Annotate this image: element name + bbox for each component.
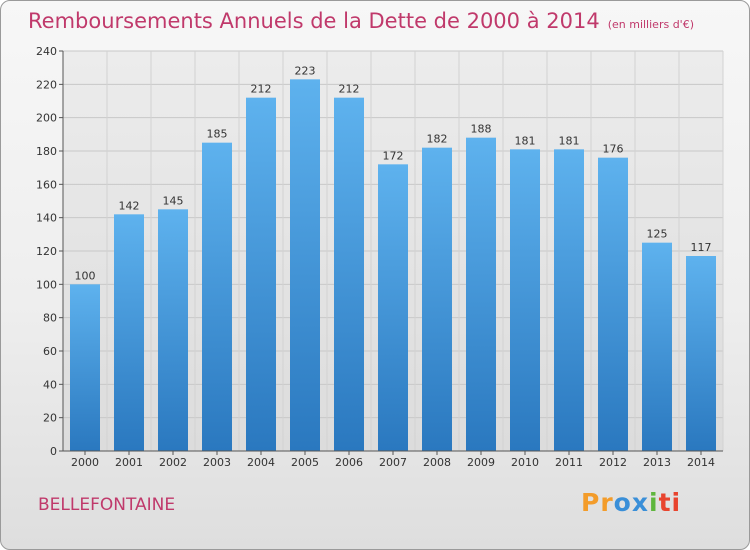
x-tick-label: 2014 [687,456,715,469]
x-tick-label: 2006 [335,456,363,469]
data-label: 223 [295,64,316,77]
y-tick-label: 240 [36,45,57,58]
y-tick-label: 80 [43,312,57,325]
unit-label: (en milliers d'€) [607,18,694,31]
x-tick-label: 2008 [423,456,451,469]
bar[interactable] [466,137,496,451]
data-label: 172 [383,149,404,162]
logo-letter: x [631,488,649,517]
y-tick-label: 40 [43,378,57,391]
logo-letter: t [658,488,672,517]
bar[interactable] [70,284,100,451]
data-label: 145 [163,194,184,207]
data-label: 176 [603,143,624,156]
data-label: 188 [471,123,492,136]
y-tick-label: 100 [36,278,57,291]
axes: 0 20 40 60 80 100 120 140 160 180 200 220 240 2000 200… [36,45,723,469]
y-tick-label: 140 [36,212,57,225]
bars: 100 142 145 185 212 223 212 172 182 188 181 181 176 1… [70,64,716,452]
y-tick-label: 0 [50,445,57,458]
bar[interactable] [246,97,276,452]
data-label: 117 [691,241,712,254]
title-text: Remboursements Annuels de la Dette de 20… [28,9,600,33]
x-tick-label: 2010 [511,456,539,469]
bar[interactable] [378,164,408,452]
data-label: 185 [207,128,228,141]
y-tick-label: 200 [36,112,57,125]
bar[interactable] [554,149,584,452]
y-tick-label: 20 [43,412,57,425]
bar[interactable] [598,157,628,451]
x-tick-label: 2011 [555,456,583,469]
data-label: 212 [339,83,360,96]
data-label: 182 [427,133,448,146]
logo-letter: r [600,488,614,517]
logo-letter: i [649,488,659,517]
commune-name: BELLEFONTAINE [38,495,176,515]
x-tick-label: 2001 [115,456,143,469]
x-tick-label: 2012 [599,456,627,469]
chart-title: Remboursements Annuels de la Dette de 20… [28,9,694,33]
x-tick-label: 2013 [643,456,671,469]
y-tick-label: 120 [36,245,57,258]
y-tick-label: 60 [43,345,57,358]
x-tick-label: 2002 [159,456,187,469]
x-tick-label: 2009 [467,456,495,469]
y-tick-label: 160 [36,178,57,191]
y-tick-label: 220 [36,78,57,91]
logo-letter: P [581,488,601,517]
bar[interactable] [202,142,232,451]
data-label: 100 [75,269,96,282]
x-tick-label: 2003 [203,456,231,469]
logo-text[interactable]: Proxiti [581,488,681,517]
x-tick-label: 2004 [247,456,275,469]
x-tick-label: 2007 [379,456,407,469]
bar[interactable] [686,256,716,451]
data-label: 181 [559,134,580,147]
data-label: 181 [515,134,536,147]
bar[interactable] [114,214,144,451]
data-label: 125 [647,228,668,241]
bar[interactable] [510,149,540,452]
proxiti-logo[interactable]: Proxiti [581,488,681,517]
x-tick-label: 2000 [71,456,99,469]
x-tick-label: 2005 [291,456,319,469]
logo-letter: o [613,488,632,517]
data-label: 212 [251,83,272,96]
bar[interactable] [290,79,320,451]
bar[interactable] [642,242,672,451]
data-label: 142 [119,199,140,212]
bar[interactable] [334,97,364,452]
logo-letter: i [671,488,682,517]
bar[interactable] [422,147,452,451]
bar[interactable] [158,209,188,451]
y-tick-label: 180 [36,145,57,158]
